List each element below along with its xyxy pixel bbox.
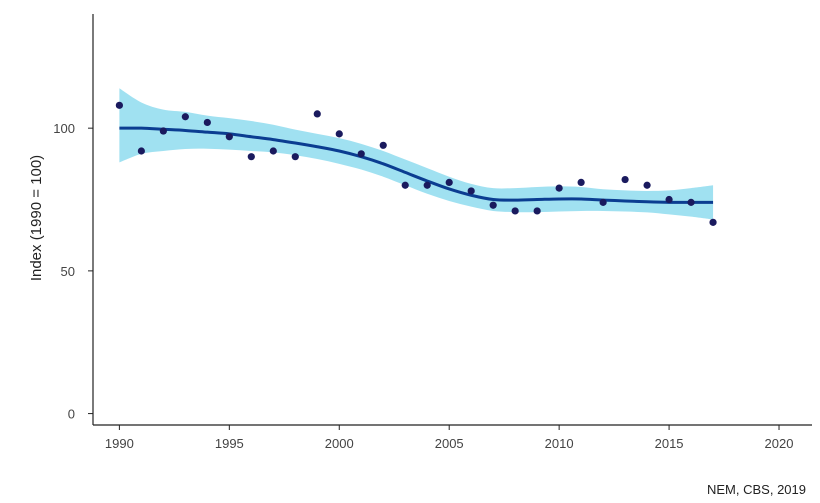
data-point xyxy=(137,147,145,155)
data-point xyxy=(467,187,475,195)
data-point xyxy=(511,207,519,215)
data-point xyxy=(181,113,189,121)
data-point xyxy=(621,175,629,184)
trend-line-layer xyxy=(119,126,714,204)
y-axis-title: Index (1990 = 100) xyxy=(28,155,45,281)
data-point xyxy=(379,141,387,149)
source-caption: NEM, CBS, 2019 xyxy=(707,482,806,497)
x-tick-label: 2020 xyxy=(765,436,794,451)
data-point xyxy=(599,198,607,206)
x-ticks: 1990 1995 2000 2005 2010 2015 2020 xyxy=(105,425,794,451)
data-point xyxy=(159,127,167,135)
x-tick-label: 2000 xyxy=(325,436,354,451)
data-point xyxy=(335,130,343,138)
x-tick-label: 2015 xyxy=(655,436,684,451)
data-point xyxy=(357,150,365,158)
data-point xyxy=(291,153,299,161)
data-point xyxy=(313,110,321,118)
data-point xyxy=(401,181,409,189)
y-tick-label: 100 xyxy=(53,121,75,136)
data-point xyxy=(269,147,277,155)
x-tick-label: 2010 xyxy=(545,436,574,451)
data-points-layer xyxy=(115,101,717,226)
data-point xyxy=(489,201,497,209)
data-point xyxy=(555,184,563,192)
data-point xyxy=(225,133,233,141)
data-point xyxy=(115,101,123,109)
data-point xyxy=(423,181,431,189)
x-tick-label: 1990 xyxy=(105,436,134,451)
data-point xyxy=(247,153,255,161)
x-tick-label: 1995 xyxy=(215,436,244,451)
trend-line xyxy=(119,126,714,204)
data-point xyxy=(203,118,211,127)
y-ticks: 0 50 100 xyxy=(53,121,93,422)
confidence-band-layer xyxy=(119,88,714,220)
data-point xyxy=(533,207,541,215)
y-tick-label: 0 xyxy=(68,407,75,422)
data-point xyxy=(577,178,585,186)
data-point xyxy=(687,198,695,206)
data-point xyxy=(709,218,717,226)
x-tick-label: 2005 xyxy=(435,436,464,451)
data-point xyxy=(445,178,453,186)
y-tick-label: 50 xyxy=(61,264,75,279)
confidence-band xyxy=(119,88,714,220)
data-point xyxy=(665,195,673,204)
data-point xyxy=(643,181,651,189)
